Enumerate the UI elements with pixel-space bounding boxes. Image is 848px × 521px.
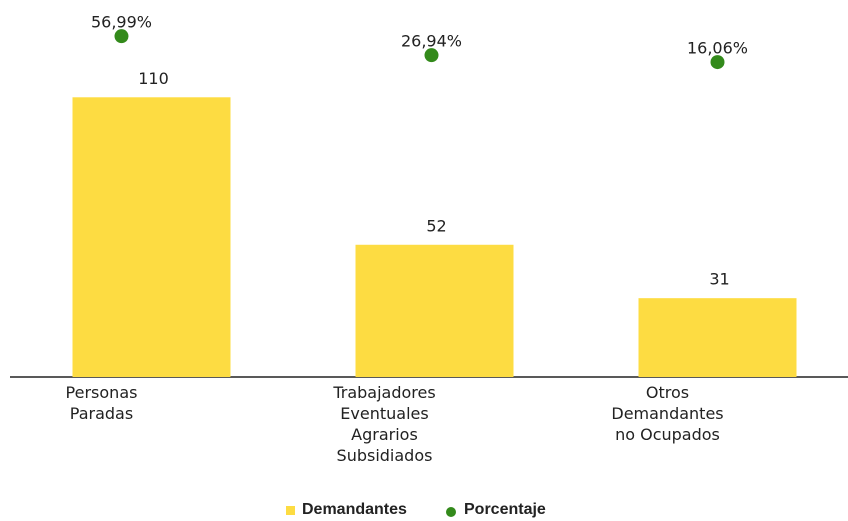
bar: [355, 244, 514, 377]
legend-label: Demandantes: [302, 501, 407, 518]
x-tick-label: Otros Demandantes no Ocupados: [611, 383, 723, 444]
bar: [638, 298, 797, 377]
bar-value-label: 110: [138, 69, 169, 88]
dot: [114, 29, 129, 44]
x-tick-label: Personas Paradas: [66, 383, 138, 423]
legend-label: Porcentaje: [464, 501, 546, 518]
bar: [72, 97, 231, 378]
x-tick-label: Trabajadores Eventuales Agrarios Subsidiado…: [332, 383, 435, 465]
dot: [424, 48, 439, 63]
dot-value-label: 16,06%: [687, 39, 748, 58]
dot-value-label: 56,99%: [91, 13, 152, 32]
bar-value-label: 31: [709, 270, 729, 289]
legend-swatch: [286, 506, 295, 515]
bar-value-label: 52: [426, 216, 446, 235]
legend-swatch: [446, 507, 456, 517]
dot: [710, 55, 725, 70]
dot-value-label: 26,94%: [401, 32, 462, 51]
